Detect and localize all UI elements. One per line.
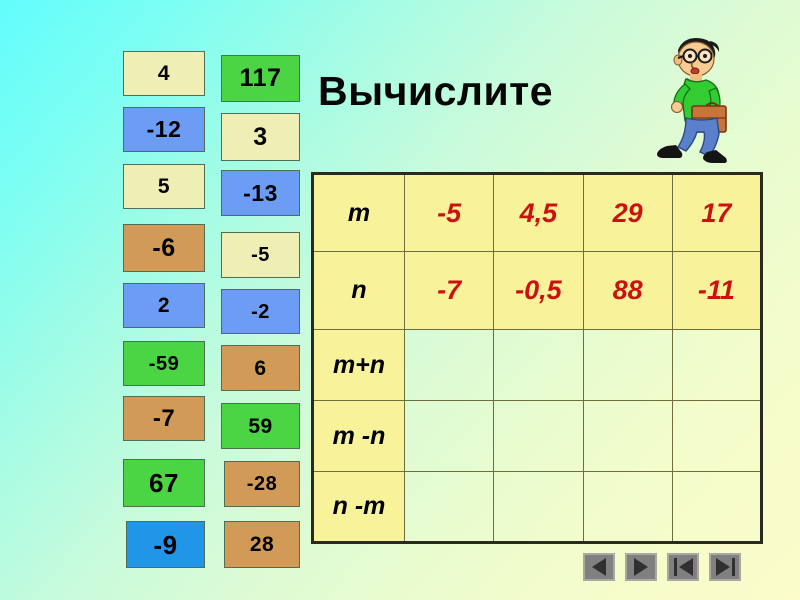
tile-value: 2	[157, 294, 171, 317]
tile-value: -9	[153, 529, 178, 560]
number-tile[interactable]: 2	[123, 283, 205, 328]
tile-value: 5	[157, 175, 171, 198]
cell-n-2: -0,5	[493, 251, 584, 330]
triangle-right-icon	[715, 558, 730, 576]
tile-value: -6	[152, 233, 176, 262]
first-slide-button[interactable]	[667, 553, 699, 581]
number-tile[interactable]: -28	[224, 461, 300, 507]
triangle-left-icon	[592, 558, 606, 576]
cell-m-1: -5	[403, 173, 495, 252]
number-tile[interactable]: -12	[123, 107, 205, 152]
cell-m-4: 17	[671, 173, 763, 252]
tile-value: 6	[254, 356, 267, 380]
answer-cell[interactable]	[671, 329, 763, 401]
tile-value: 4	[157, 62, 171, 85]
answer-cell[interactable]	[493, 471, 584, 543]
answer-cell[interactable]	[403, 329, 495, 401]
cell-m-2: 4,5	[493, 173, 584, 252]
answer-cell[interactable]	[582, 471, 673, 543]
number-tile[interactable]: -59	[123, 341, 205, 386]
cell-n-3: 88	[582, 251, 673, 330]
table-row: m -n	[312, 400, 763, 472]
cell-n-1: -7	[403, 251, 495, 330]
cell-m-3: 29	[582, 173, 673, 252]
row-label-m: m	[312, 173, 405, 252]
number-tile[interactable]: 3	[221, 113, 300, 161]
triangle-right-icon	[634, 558, 648, 576]
number-tile[interactable]: 67	[123, 459, 205, 507]
tile-value: -59	[148, 352, 180, 375]
calculation-table: m -5 4,5 29 17 n -7 -0,5 88 -11 m+n	[311, 172, 763, 544]
next-button[interactable]	[625, 553, 657, 581]
answer-cell[interactable]	[671, 471, 763, 543]
number-tile[interactable]: -13	[221, 170, 300, 216]
number-tile[interactable]: 6	[221, 345, 300, 391]
tile-value: 117	[239, 64, 282, 92]
tile-value: -5	[251, 244, 270, 266]
number-tile[interactable]: 4	[123, 51, 205, 96]
answer-cell[interactable]	[582, 329, 673, 401]
number-tile[interactable]: -9	[126, 521, 205, 568]
row-label-n: n	[312, 251, 405, 330]
cell-n-4: -11	[671, 251, 763, 330]
answer-cell[interactable]	[671, 400, 763, 472]
tile-value: 28	[249, 533, 275, 556]
page-title: Вычислите	[318, 68, 554, 114]
row-label-m-minus-n: m -n	[312, 400, 405, 472]
triangle-left-icon	[678, 558, 693, 576]
tile-value: -12	[146, 116, 182, 142]
bar-icon	[673, 558, 677, 576]
number-tile[interactable]: 5	[123, 164, 205, 209]
last-slide-button[interactable]	[709, 553, 741, 581]
tile-value: 3	[253, 122, 268, 151]
bar-icon	[731, 558, 735, 576]
number-tile[interactable]: 117	[221, 55, 300, 102]
number-tile[interactable]: 28	[224, 521, 300, 568]
tile-value: -7	[152, 404, 176, 432]
row-label-m-plus-n: m+n	[312, 329, 405, 401]
previous-button[interactable]	[583, 553, 615, 581]
answer-cell[interactable]	[493, 400, 584, 472]
tile-value: -13	[243, 179, 278, 206]
answer-cell[interactable]	[403, 400, 495, 472]
number-tile[interactable]: -6	[123, 224, 205, 272]
walking-student-icon	[657, 38, 727, 163]
number-tile[interactable]: -5	[221, 232, 300, 278]
answer-cell[interactable]	[582, 400, 673, 472]
tile-value: -28	[246, 473, 278, 495]
number-tile[interactable]: -7	[123, 396, 205, 441]
number-tile[interactable]: 59	[221, 403, 300, 449]
table-row: m -5 4,5 29 17	[312, 173, 763, 252]
row-label-n-minus-m: n -m	[312, 471, 405, 543]
tile-value: -2	[251, 300, 270, 323]
navigation-bar	[583, 553, 741, 581]
answer-cell[interactable]	[493, 329, 584, 401]
answer-cell[interactable]	[403, 471, 495, 543]
table-row: m+n	[312, 329, 763, 401]
table-row: n -7 -0,5 88 -11	[312, 251, 763, 330]
table-row: n -m	[312, 471, 763, 543]
tile-value: 59	[248, 414, 273, 438]
number-tile[interactable]: -2	[221, 289, 300, 334]
tile-value: 67	[149, 468, 179, 498]
